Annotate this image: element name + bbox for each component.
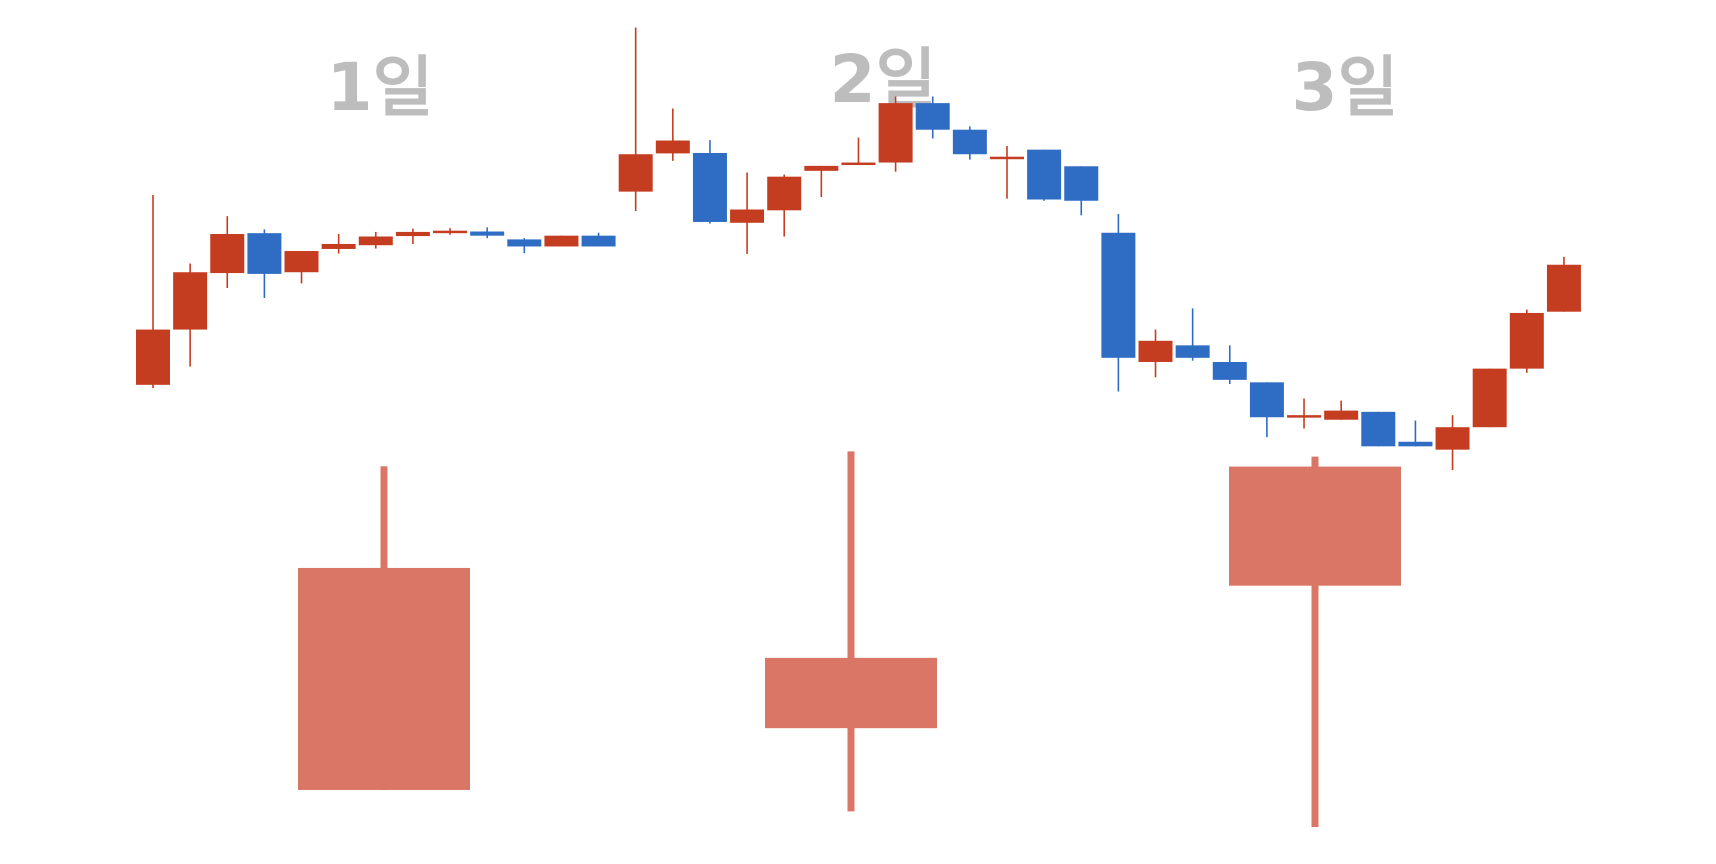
main-body bbox=[1546, 264, 1581, 312]
main-body bbox=[1361, 411, 1396, 447]
main-candle bbox=[581, 232, 616, 247]
main-candle bbox=[618, 27, 653, 212]
summary-body bbox=[1229, 466, 1401, 586]
main-candle bbox=[1398, 420, 1433, 447]
main-candle bbox=[1287, 398, 1322, 429]
main-candle bbox=[1361, 411, 1396, 447]
main-candle bbox=[470, 227, 505, 239]
main-body bbox=[1175, 345, 1210, 358]
main-body bbox=[1138, 340, 1173, 362]
main-body bbox=[915, 103, 950, 130]
summary-candle bbox=[765, 451, 937, 812]
day-labels: 1일 2일 3일 bbox=[327, 41, 1399, 126]
main-body bbox=[730, 209, 765, 223]
summary-body bbox=[298, 567, 470, 790]
main-candle bbox=[1212, 345, 1247, 384]
main-body bbox=[433, 230, 468, 234]
main-candlestick-series bbox=[136, 27, 1581, 471]
main-candle bbox=[878, 96, 913, 172]
main-candle bbox=[210, 216, 245, 289]
main-candle bbox=[395, 228, 430, 244]
main-body bbox=[173, 272, 208, 330]
main-candle bbox=[915, 96, 950, 139]
main-body bbox=[878, 103, 913, 163]
main-body bbox=[1324, 410, 1359, 420]
day-label-3: 3일 bbox=[1292, 49, 1399, 126]
main-body bbox=[247, 233, 282, 274]
main-candle bbox=[173, 263, 208, 367]
main-body bbox=[1398, 441, 1433, 447]
main-body bbox=[284, 251, 319, 273]
main-candle bbox=[1324, 400, 1359, 420]
day-label-1: 1일 bbox=[327, 49, 434, 126]
main-body bbox=[618, 154, 653, 192]
main-candle bbox=[767, 174, 802, 237]
main-candle bbox=[841, 137, 876, 166]
main-candle bbox=[1064, 166, 1099, 216]
main-candle bbox=[284, 251, 319, 284]
main-body bbox=[655, 140, 690, 154]
main-candle bbox=[1101, 214, 1136, 392]
main-candle bbox=[1509, 309, 1544, 373]
summary-candlestick-series bbox=[298, 451, 1401, 827]
main-body bbox=[989, 156, 1024, 160]
main-body bbox=[210, 234, 245, 274]
main-candle bbox=[1435, 415, 1470, 471]
main-candle bbox=[804, 165, 839, 198]
main-body bbox=[1064, 166, 1099, 201]
main-body bbox=[692, 152, 727, 222]
main-body bbox=[1249, 382, 1284, 418]
main-body bbox=[1101, 232, 1136, 358]
summary-body bbox=[765, 657, 937, 729]
main-candle bbox=[247, 229, 282, 298]
main-body bbox=[507, 239, 542, 247]
main-candle bbox=[321, 234, 356, 254]
main-body bbox=[321, 243, 356, 249]
main-candle bbox=[952, 126, 987, 160]
main-body bbox=[470, 231, 505, 236]
main-body bbox=[581, 235, 616, 247]
main-body bbox=[767, 176, 802, 211]
main-body bbox=[1027, 149, 1062, 200]
main-body bbox=[1212, 361, 1247, 380]
main-body bbox=[1472, 368, 1507, 428]
main-body bbox=[136, 329, 170, 385]
summary-candle bbox=[1229, 456, 1401, 827]
main-body bbox=[395, 231, 430, 237]
main-candle bbox=[655, 108, 690, 161]
main-candle bbox=[136, 194, 170, 389]
main-body bbox=[358, 236, 393, 246]
main-body bbox=[544, 235, 579, 247]
summary-candle bbox=[298, 466, 470, 790]
main-body bbox=[1435, 427, 1470, 450]
main-candle bbox=[1138, 329, 1173, 378]
main-candle bbox=[989, 145, 1024, 199]
main-candle bbox=[1249, 382, 1284, 438]
main-candle bbox=[730, 172, 765, 254]
main-body bbox=[841, 162, 876, 166]
main-candle bbox=[1546, 256, 1581, 312]
main-body bbox=[804, 165, 839, 171]
main-candle bbox=[1472, 368, 1507, 428]
main-candle bbox=[544, 235, 579, 247]
main-candle bbox=[1027, 149, 1062, 201]
main-candle bbox=[433, 228, 468, 235]
main-candle bbox=[358, 231, 393, 249]
main-body bbox=[1509, 312, 1544, 369]
main-candle bbox=[507, 238, 542, 254]
main-candle bbox=[1175, 308, 1210, 361]
main-body bbox=[1287, 415, 1322, 418]
main-candle bbox=[692, 140, 727, 224]
main-body bbox=[952, 129, 987, 155]
